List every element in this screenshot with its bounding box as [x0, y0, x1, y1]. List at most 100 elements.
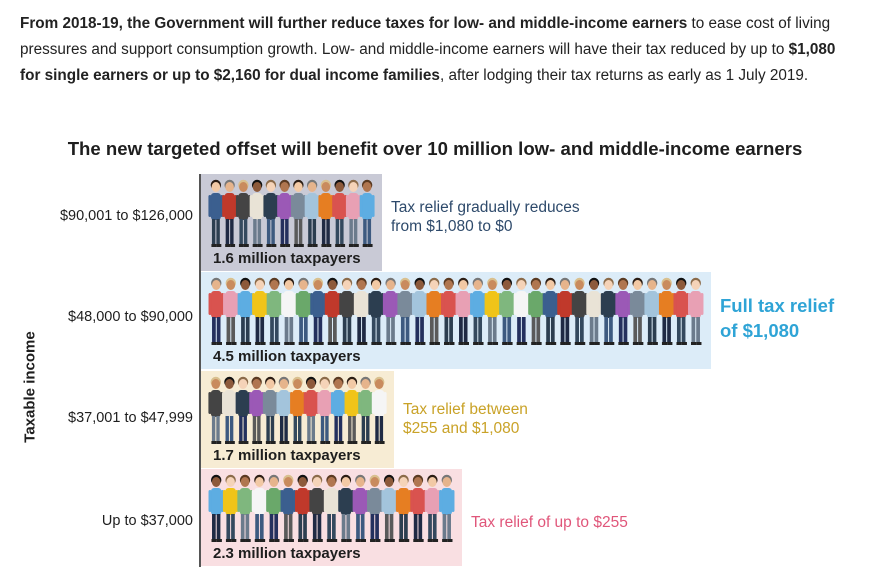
people-illustration: [208, 474, 455, 542]
person-figure: [557, 277, 573, 345]
person-figure: [368, 277, 384, 345]
person-figure: [470, 277, 486, 345]
category-label: $90,001 to $126,000: [59, 208, 193, 224]
person-figure: [688, 277, 704, 345]
person-figure: [222, 376, 237, 444]
person-figure: [344, 376, 360, 444]
person-figure: [330, 376, 346, 444]
person-figure: [395, 474, 412, 542]
bar-band-2: 4.5 million taxpayers: [201, 272, 711, 369]
person-figure: [352, 474, 369, 542]
relief-annotation: Tax relief gradually reduces from $1,080 …: [391, 198, 580, 236]
person-figure: [222, 474, 239, 542]
person-figure: [339, 277, 355, 345]
intro-paragraph: From 2018-19, the Government will furthe…: [20, 11, 840, 89]
person-figure: [303, 376, 319, 444]
person-figure: [277, 179, 293, 247]
person-figure: [382, 277, 399, 345]
person-figure: [528, 277, 544, 345]
person-figure: [586, 277, 602, 345]
person-figure: [223, 277, 239, 345]
person-figure: [353, 277, 370, 345]
intro-text-1: to ease cost of living pressures and sup…: [20, 15, 831, 58]
person-figure: [304, 179, 320, 247]
y-axis-title-text: Taxable income: [21, 331, 39, 443]
y-axis-line: [199, 174, 201, 567]
person-figure: [455, 277, 471, 345]
person-figure: [208, 179, 224, 247]
intro-text-2: , after lodging their tax returns as ear…: [439, 67, 809, 84]
person-figure: [381, 474, 397, 542]
person-figure: [276, 376, 292, 444]
person-figure: [658, 277, 675, 345]
person-figure: [332, 179, 348, 247]
relief-annotation-line: of $1,080: [720, 320, 800, 341]
person-figure: [424, 474, 441, 542]
person-figure: [542, 277, 559, 345]
person-figure: [600, 277, 617, 345]
bar-value-label: 4.5 million taxpayers: [213, 348, 361, 365]
bar-value-label: 1.7 million taxpayers: [213, 447, 361, 464]
bar-value-label: 1.6 million taxpayers: [213, 250, 361, 267]
category-label: $48,000 to $90,000: [68, 309, 193, 325]
person-figure: [439, 474, 455, 542]
person-figure: [324, 277, 341, 345]
person-figure: [266, 277, 283, 345]
relief-annotation: Tax relief between $255 and $1,080: [403, 400, 528, 438]
person-figure: [358, 376, 373, 444]
category-label: $37,001 to $47,999: [68, 410, 193, 426]
person-figure: [323, 474, 340, 542]
person-figure: [411, 277, 428, 345]
person-figure: [410, 474, 426, 542]
chart-title: The new targeted offset will benefit ove…: [67, 138, 803, 159]
person-figure: [441, 277, 457, 345]
person-figure: [249, 179, 265, 247]
person-figure: [338, 474, 354, 542]
relief-annotation-line: Tax relief gradually reduces: [391, 199, 580, 216]
person-figure: [249, 376, 265, 444]
person-figure: [281, 277, 297, 345]
intro-bold-1: From 2018-19, the Government will furthe…: [20, 15, 688, 32]
person-figure: [222, 179, 238, 247]
intro-bold-2: $1,080 for single earners or up to $2,16…: [20, 41, 836, 84]
people-illustration: [208, 179, 375, 247]
relief-annotation-line: $255 and $1,080: [403, 420, 520, 437]
person-figure: [317, 376, 333, 444]
bar-value-label: 2.3 million taxpayers: [213, 545, 361, 562]
person-figure: [371, 376, 387, 444]
relief-annotation-line: from $1,080 to $0: [391, 218, 513, 235]
person-figure: [235, 179, 251, 247]
bar-band-3: 1.7 million taxpayers: [201, 371, 394, 468]
category-label: Up to $37,000: [101, 513, 193, 529]
person-figure: [208, 277, 224, 345]
relief-annotation-line: Tax relief of up to $255: [471, 513, 628, 531]
person-figure: [345, 179, 361, 247]
relief-annotation: Tax relief of up to $255: [471, 513, 628, 532]
person-figure: [615, 277, 631, 345]
people-illustration: [208, 376, 387, 444]
person-figure: [397, 277, 413, 345]
person-figure: [237, 277, 254, 345]
person-figure: [263, 179, 279, 247]
y-axis-title: Taxable income: [22, 331, 39, 442]
person-figure: [426, 277, 442, 345]
person-figure: [499, 277, 515, 345]
person-figure: [235, 376, 251, 444]
person-figure: [309, 474, 325, 542]
person-figure: [673, 277, 689, 345]
bar-band-1: 1.6 million taxpayers: [201, 174, 382, 271]
person-figure: [571, 277, 588, 345]
person-figure: [484, 277, 501, 345]
person-figure: [262, 376, 278, 444]
person-figure: [294, 474, 311, 542]
person-figure: [251, 474, 268, 542]
person-figure: [644, 277, 660, 345]
person-figure: [280, 474, 296, 542]
person-figure: [266, 474, 282, 542]
person-figure: [310, 277, 326, 345]
person-figure: [237, 474, 253, 542]
person-figure: [290, 179, 306, 247]
person-figure: [359, 179, 375, 247]
relief-annotation-line: Tax relief between: [403, 401, 528, 418]
person-figure: [208, 376, 224, 444]
